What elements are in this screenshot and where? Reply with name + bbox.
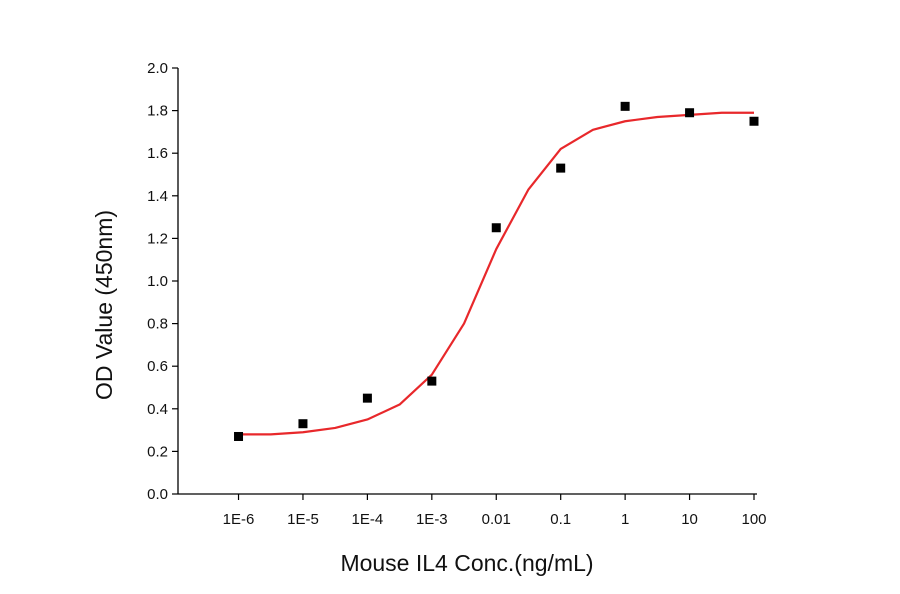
x-tick-label: 1E-5 [287, 511, 319, 528]
x-tick-label: 0.1 [550, 511, 571, 528]
x-tick-label: 0.01 [482, 511, 511, 528]
y-tick-label: 0.0 [147, 486, 168, 503]
data-point [362, 393, 372, 403]
data-point [556, 163, 566, 173]
y-tick-label: 2.0 [147, 60, 168, 77]
y-tick-label: 1.2 [147, 230, 168, 247]
y-tick-label: 0.2 [147, 443, 168, 460]
data-point [491, 223, 501, 233]
x-tick-label: 10 [681, 511, 698, 528]
x-tick-label: 100 [741, 511, 766, 528]
data-point [298, 419, 308, 429]
y-tick-label: 1.8 [147, 103, 168, 120]
x-tick-label: 1E-6 [223, 511, 255, 528]
data-point [234, 431, 244, 441]
y-tick-label: 0.6 [147, 358, 168, 375]
x-tick-label: 1 [621, 511, 629, 528]
y-tick-label: 1.0 [147, 273, 168, 290]
x-axis-title: Mouse IL4 Conc.(ng/mL) [340, 550, 593, 576]
y-tick-label: 1.4 [147, 188, 168, 205]
y-tick-label: 0.4 [147, 401, 168, 418]
y-axis-title: OD Value (450nm) [91, 210, 117, 400]
y-tick-label: 0.8 [147, 316, 168, 333]
data-point [749, 116, 759, 126]
fit-curve [238, 111, 754, 436]
data-point [620, 101, 630, 111]
data-point [685, 108, 695, 118]
y-tick-label: 1.6 [147, 145, 168, 162]
data-point [427, 376, 437, 386]
x-tick-label: 1E-3 [416, 511, 448, 528]
x-tick-label: 1E-4 [352, 511, 384, 528]
